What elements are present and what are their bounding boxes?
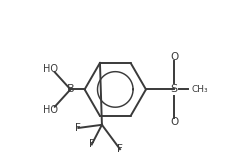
Text: B: B [67,84,74,94]
Text: HO: HO [42,105,58,115]
Text: S: S [171,84,178,94]
Text: F: F [89,140,95,149]
Text: O: O [170,117,178,127]
Text: F: F [75,123,81,133]
Text: O: O [170,52,178,62]
Text: HO: HO [42,64,58,74]
Text: CH₃: CH₃ [192,85,208,94]
Text: F: F [117,144,123,154]
